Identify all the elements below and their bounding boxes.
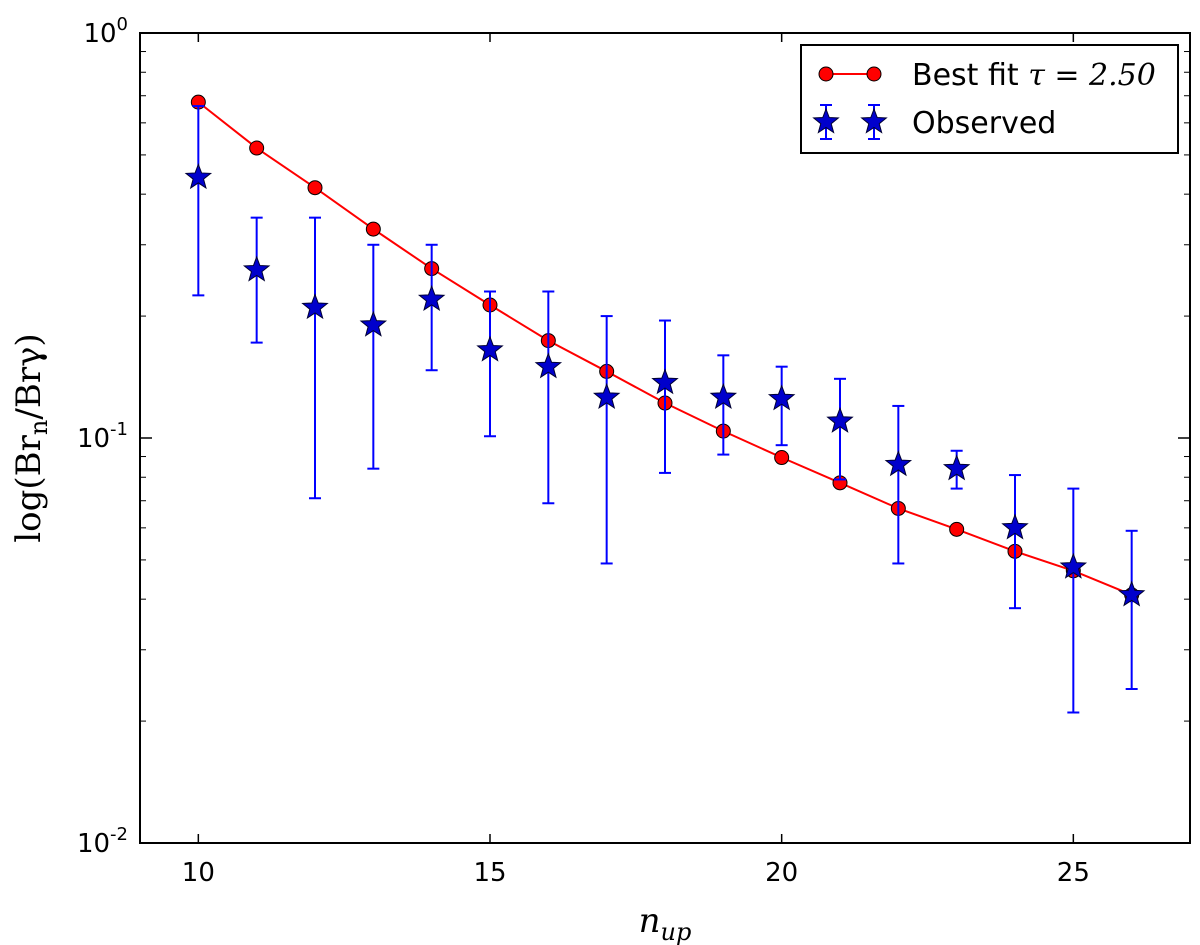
y-tick-label: 10-2	[77, 824, 128, 859]
legend-fit-text: Best fit τ = 2.50	[912, 58, 1156, 93]
observed-star-point	[826, 406, 854, 433]
observed-star-point	[301, 293, 329, 320]
y-tick-label: 100	[83, 14, 128, 49]
legend-observed-entry: Observed	[812, 104, 1056, 141]
plot-frame	[139, 32, 1191, 844]
legend-fit-marker	[818, 66, 834, 82]
observed-star-point	[1059, 552, 1088, 579]
fit-point	[365, 221, 381, 237]
fit-point	[949, 521, 965, 537]
observed-star-point	[184, 162, 213, 190]
observed-star-point	[242, 255, 271, 282]
legend-star-icon	[860, 107, 888, 134]
observed-star-point	[592, 382, 621, 410]
observed-star-point	[359, 310, 388, 337]
legend-observed-text: Observed	[912, 106, 1056, 141]
observed-series	[184, 105, 1146, 714]
legend-fit-entry: Best fit τ = 2.50	[818, 58, 1156, 93]
observed-star-point	[476, 335, 504, 362]
observed-star-point	[534, 352, 563, 379]
observed-star-point	[767, 384, 796, 411]
legend-box	[800, 44, 1179, 154]
observed-star-point	[709, 382, 738, 410]
observed-star-point	[1117, 580, 1146, 607]
fit-point	[307, 180, 323, 196]
observed-star-point	[942, 454, 971, 481]
x-tick-label: 10	[182, 858, 215, 888]
fit-point	[249, 140, 265, 156]
legend-fit-marker	[866, 66, 882, 82]
observed-star-point	[1001, 513, 1029, 540]
legend-star-icon	[812, 107, 840, 134]
x-tick-label: 15	[473, 858, 506, 888]
y-tick-label: 10-1	[77, 419, 128, 454]
x-tick-label: 25	[1057, 858, 1090, 888]
y-axis-label: log(Brn/Brγ)	[9, 333, 53, 542]
observed-star-point	[884, 450, 913, 477]
observed-star-point	[651, 368, 679, 395]
x-axis-label: nup	[639, 901, 692, 945]
observed-star-point	[417, 284, 446, 311]
x-tick-label: 20	[765, 858, 798, 888]
fit-point	[774, 450, 790, 466]
tick-labels: 10 15 20 25 100 10-1 10-2	[77, 14, 1090, 888]
legend: Best fit τ = 2.50 Observed	[800, 44, 1179, 154]
